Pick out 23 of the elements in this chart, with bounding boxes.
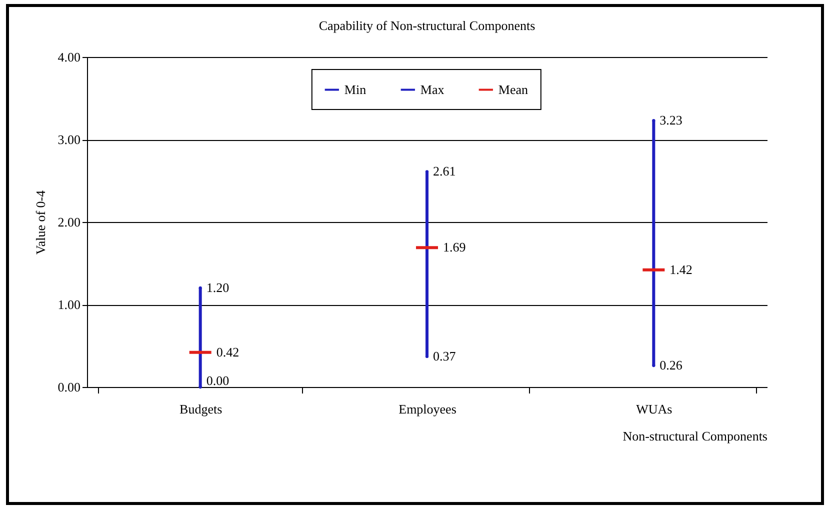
data-label: 1.69 (443, 240, 466, 255)
x-tick-label: Employees (398, 402, 456, 416)
data-label: 1.20 (206, 280, 230, 295)
data-label: 0.37 (433, 348, 456, 364)
data-label: 0.00 (206, 373, 230, 388)
legend-label: Mean (498, 82, 528, 97)
legend-label: Min (344, 82, 367, 97)
y-tick-label: 1.00 (58, 297, 80, 312)
data-label: 1.42 (670, 262, 692, 277)
data-label: 3.23 (660, 112, 682, 128)
legend-label: Max (420, 82, 445, 97)
y-tick-label: 2.00 (58, 214, 80, 230)
chart-title: Capability of Non-structural Components (318, 18, 536, 33)
x-axis-title: Non-structural Components (622, 428, 768, 444)
data-label: 2.61 (433, 164, 456, 179)
data-label: 0.26 (660, 358, 683, 373)
y-tick-label: 0.00 (58, 380, 80, 394)
x-tick-label: WUAs (636, 402, 672, 416)
data-label: 0.42 (216, 344, 240, 360)
x-tick-label: Budgets (180, 402, 222, 416)
y-axis-title: Value of 0-4 (32, 190, 48, 255)
y-tick-label: 3.00 (58, 132, 80, 147)
y-tick-label: 4.00 (58, 50, 80, 64)
